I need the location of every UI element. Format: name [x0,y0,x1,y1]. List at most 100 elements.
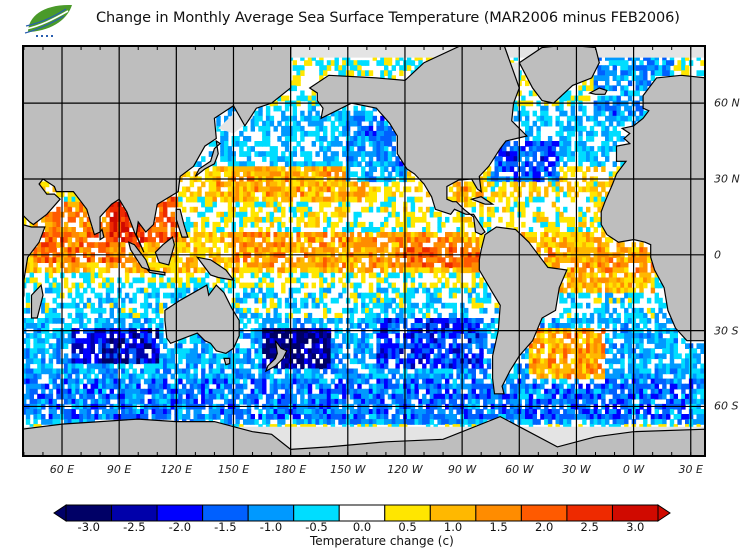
sst-cell [475,414,480,420]
sst-cell [330,272,336,279]
sst-cell [33,388,38,395]
sst-cell [357,318,362,324]
sst-cell [273,196,278,203]
sst-cell [124,358,130,365]
sst-cell [429,348,435,354]
sst-cell [246,393,252,400]
sst-cell [452,419,457,425]
sst-cell [509,156,515,162]
sst-cell [204,201,210,208]
sst-cell [334,267,339,274]
sst-cell [559,242,564,248]
sst-cell [189,373,195,380]
sst-cell [239,297,244,304]
sst-cell [121,363,126,370]
sst-cell [384,414,389,420]
sst-cell [25,277,31,284]
sst-cell [44,393,50,400]
sst-cell [121,373,126,380]
sst-cell [273,378,278,385]
sst-cell [323,161,328,167]
sst-cell [44,338,50,344]
sst-cell [216,186,221,193]
sst-cell [98,272,103,279]
sst-cell [330,60,336,66]
sst-cell [269,186,275,193]
sst-cell [159,211,164,218]
sst-cell [296,378,301,385]
sst-cell [509,419,515,425]
sst-cell [338,318,343,324]
sst-cell [296,232,301,238]
sst-cell [109,393,114,400]
sst-cell [452,398,457,405]
sst-cell [304,262,309,269]
sst-cell [479,201,484,208]
sst-cell [79,221,84,228]
sst-cell [315,383,320,390]
sst-cell [41,348,46,354]
sst-cell [258,363,263,370]
sst-cell [67,216,73,223]
sst-cell [304,348,309,354]
sst-cell [357,378,362,385]
sst-cell [67,191,73,198]
sst-cell [94,333,99,339]
sst-cell [532,151,537,157]
sst-cell [250,393,255,400]
sst-cell [22,348,27,354]
sst-cell [532,378,537,385]
sst-change-map [22,45,706,457]
sst-cell [178,282,183,289]
sst-cell [429,323,435,329]
sst-cell [437,338,442,344]
sst-cell [307,358,313,365]
sst-cell [330,343,336,349]
sst-cell [151,409,156,415]
sst-cell [71,211,76,218]
sst-cell [448,343,454,349]
sst-cell [182,353,187,360]
sst-cell [330,166,336,172]
sst-cell [29,353,34,360]
sst-cell [525,110,530,117]
sst-cell [239,272,244,279]
sst-cell [311,323,316,329]
sst-cell [399,232,404,238]
sst-cell [56,287,61,294]
sst-cell [525,383,530,390]
sst-cell [71,227,76,233]
sst-cell [300,186,305,193]
sst-cell [273,216,278,223]
sst-cell [445,262,450,269]
sst-cell [528,125,534,132]
sst-cell [29,393,34,400]
sst-cell [323,166,328,172]
sst-cell [250,232,255,238]
sst-cell [372,353,377,360]
sst-cell [326,358,332,365]
sst-cell [376,287,381,294]
sst-cell [281,206,286,213]
sst-cell [429,398,435,405]
sst-cell [94,232,99,238]
sst-cell [300,70,305,76]
sst-cell [490,196,496,203]
sst-cell [502,186,507,193]
sst-cell [353,348,358,354]
sst-cell [368,348,374,354]
sst-cell [250,161,255,167]
sst-cell [311,302,316,309]
sst-cell [353,120,358,127]
sst-cell [425,312,431,319]
sst-cell [170,262,175,269]
sst-cell [338,312,343,319]
sst-cell [284,146,290,152]
sst-cell [323,171,328,178]
sst-cell [311,338,316,344]
sst-cell [296,388,301,395]
sst-cell [368,363,374,370]
sst-cell [486,323,492,329]
sst-cell [353,105,358,112]
sst-cell [338,216,343,223]
